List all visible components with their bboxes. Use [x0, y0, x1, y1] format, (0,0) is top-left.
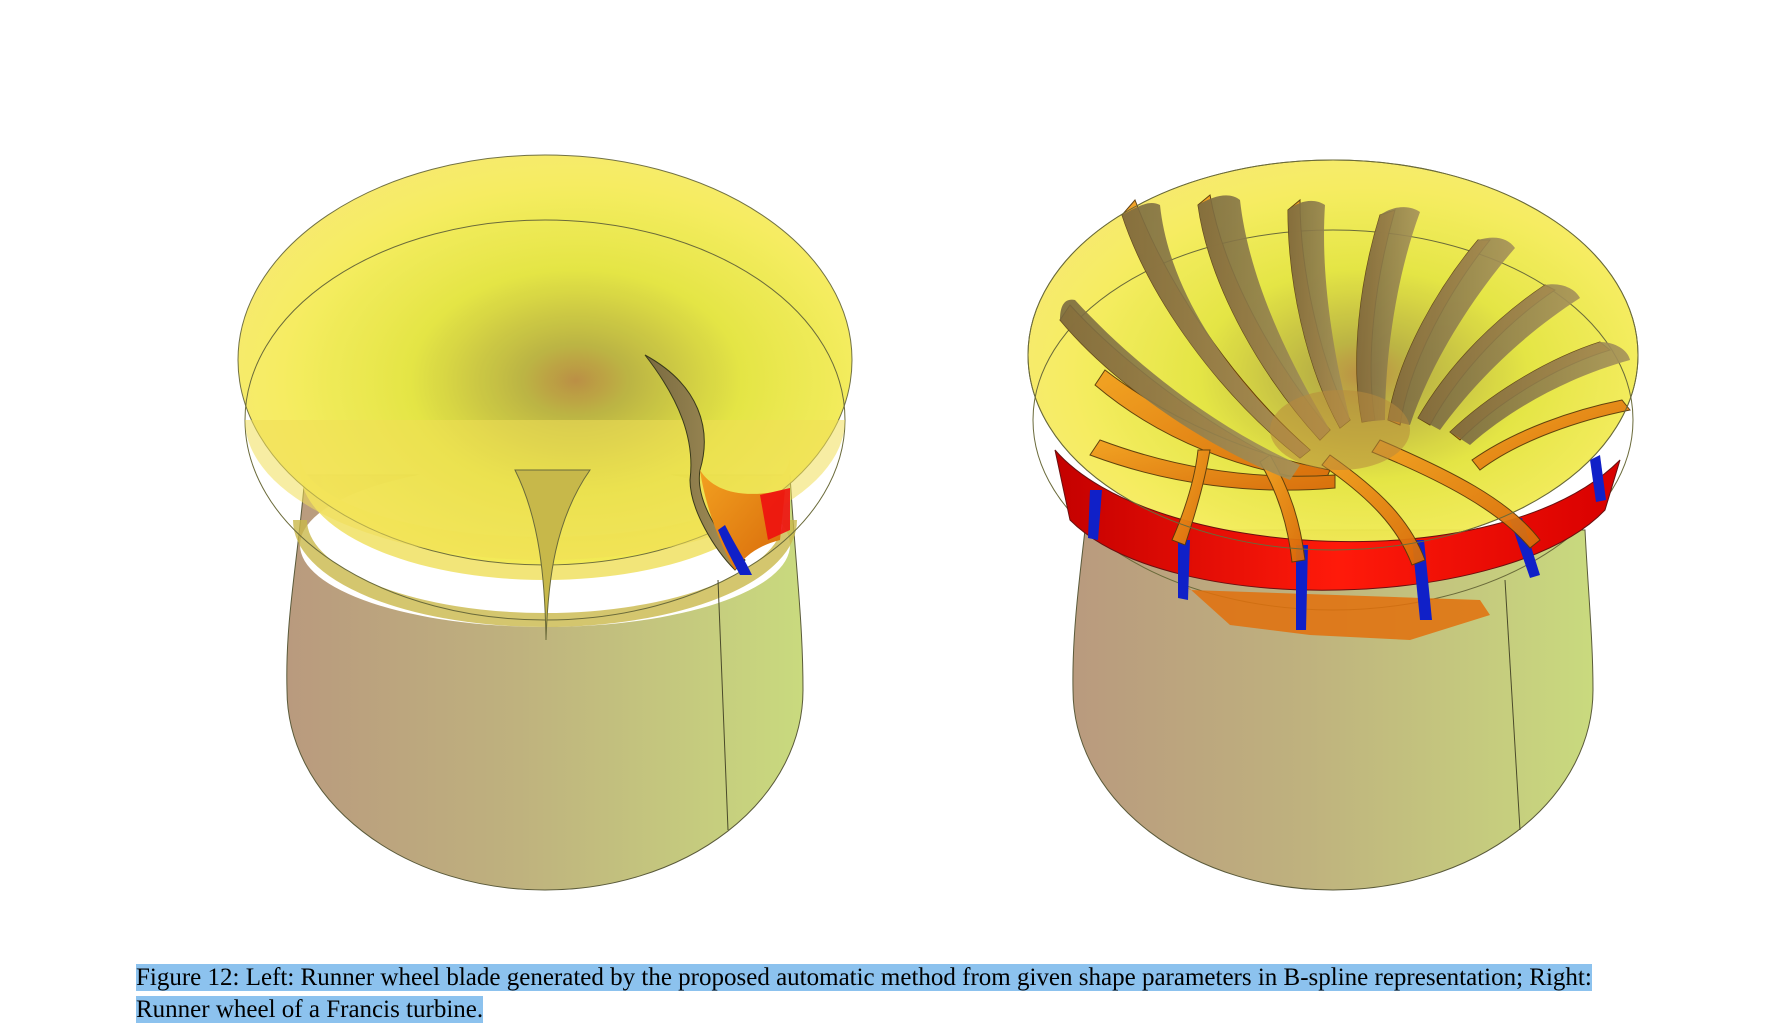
right-francis-runner-illustration [1027, 159, 1639, 891]
left-runner-blade-illustration [237, 154, 853, 891]
figure-12 [237, 154, 1639, 891]
caption-line-1: Figure 12: Left: Runner wheel blade gene… [136, 964, 1592, 991]
caption-line-2: Runner wheel of a Francis turbine. [136, 996, 484, 1023]
figure-caption: Figure 12: Left: Runner wheel blade gene… [136, 962, 1736, 1026]
figure-illustrations [237, 154, 1639, 891]
